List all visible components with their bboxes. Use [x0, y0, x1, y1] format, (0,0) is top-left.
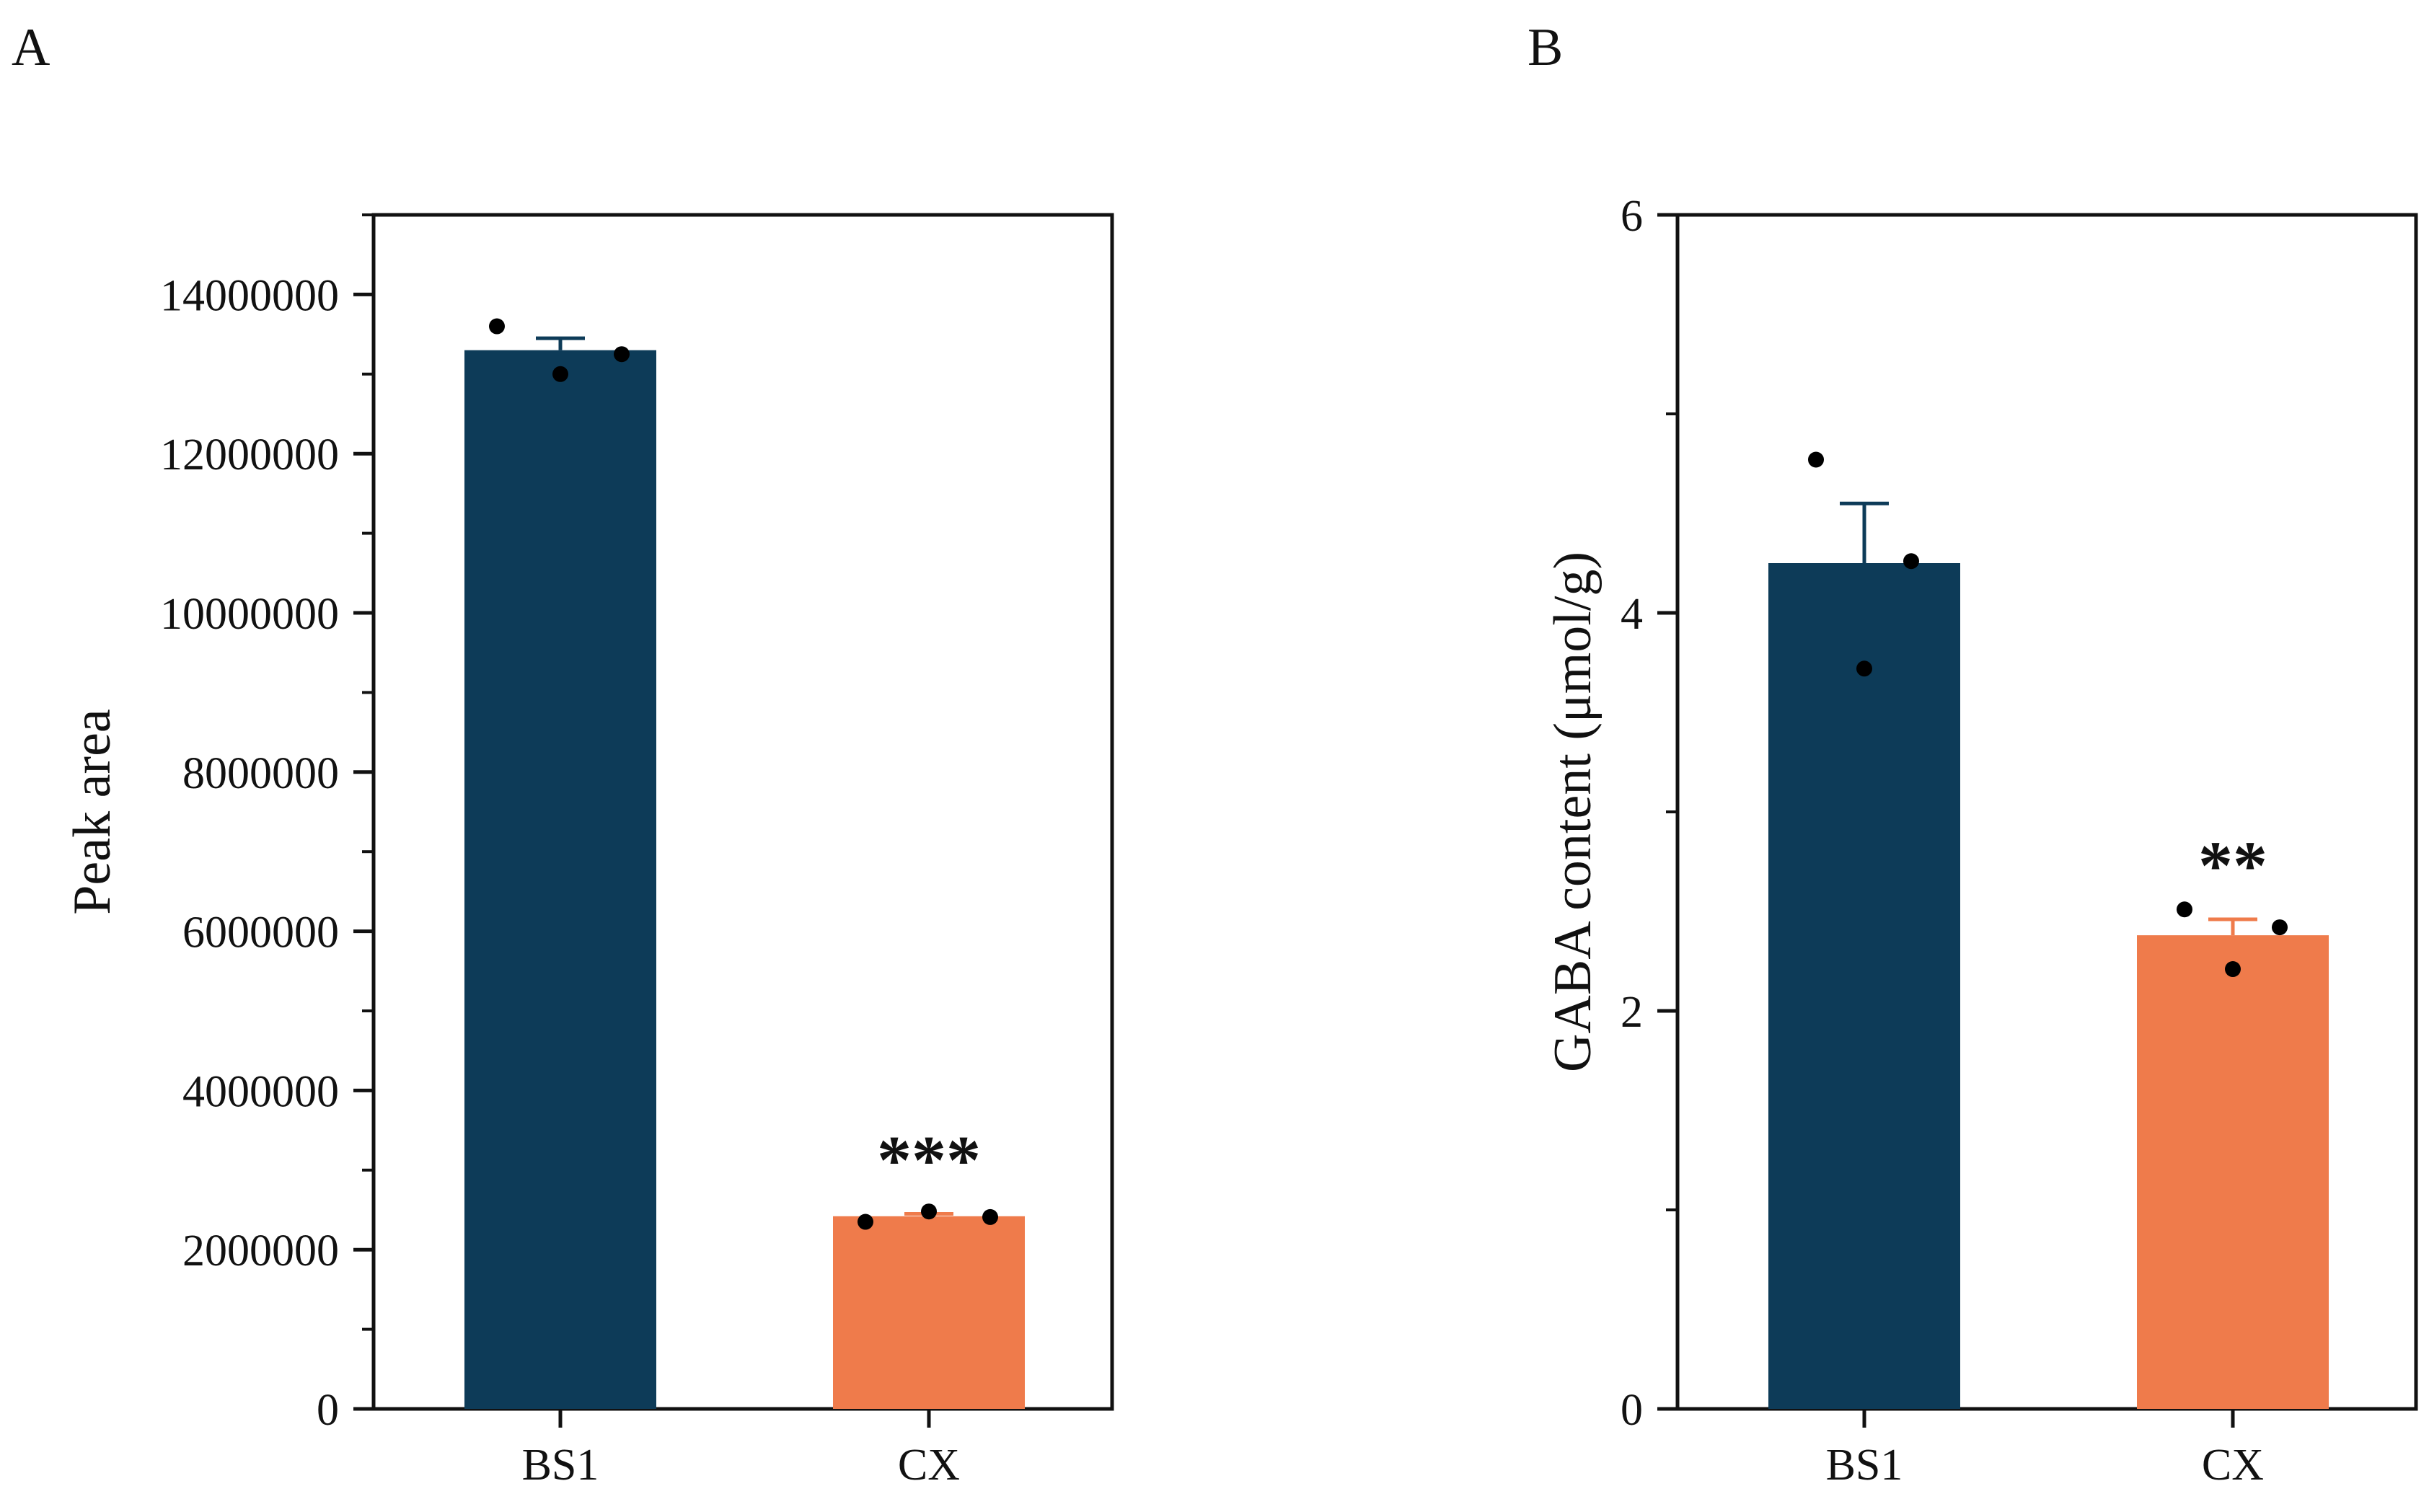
x-tick-label-cx: CX	[898, 1441, 960, 1490]
data-point	[552, 366, 568, 382]
panel-a-minor-ticks	[362, 213, 374, 1331]
panel-b-y-axis-title: GABA content (μmol/g)	[1543, 552, 1603, 1072]
panel-b-minor-ticks	[1666, 412, 1678, 1211]
y-tick-label: 6	[1621, 192, 1643, 241]
panel-a-y-ticks: 0 2000000 4000000 6000000 8000000 10000000 120…	[160, 271, 374, 1435]
y-tick-label: 4000000	[182, 1067, 339, 1116]
bar-cx	[833, 1216, 1025, 1409]
panel-b-x-ticks: BS1 CX	[1826, 1409, 2264, 1490]
y-tick-label: 6000000	[182, 908, 339, 958]
y-tick-label: 2	[1621, 988, 1643, 1037]
data-point	[2225, 961, 2241, 978]
data-point	[2177, 901, 2192, 918]
y-tick-label: 12000000	[160, 430, 339, 479]
data-point	[921, 1203, 937, 1220]
significance-label: **	[2198, 827, 2267, 904]
y-tick-label: 14000000	[160, 271, 339, 320]
panel-b: B 0 2 4 6 ** BS1 CX GABA content (μmol/g)	[1528, 18, 2418, 1490]
bar-bs1	[1768, 563, 1960, 1409]
data-point	[489, 318, 505, 335]
data-point	[1903, 553, 1919, 570]
data-point	[614, 346, 630, 363]
data-point	[2272, 919, 2288, 936]
panel-a-y-axis-title: Peak area	[63, 709, 122, 915]
data-point	[858, 1213, 873, 1230]
data-point	[982, 1208, 998, 1225]
x-tick-label-bs1: BS1	[522, 1441, 599, 1490]
panel-a-letter: A	[12, 18, 50, 77]
panel-b-error-bars	[1840, 501, 2257, 936]
panel-a-plot-frame	[371, 213, 1114, 1411]
panel-a-x-ticks: BS1 CX	[522, 1409, 960, 1490]
bar-bs1	[464, 350, 656, 1410]
panel-b-bars	[1768, 563, 2329, 1409]
y-tick-label: 0	[1621, 1386, 1643, 1435]
panel-b-points: **	[1808, 451, 2288, 978]
data-point	[1808, 451, 1824, 468]
y-tick-label: 8000000	[182, 749, 339, 798]
panel-a-bars	[464, 350, 1025, 1410]
x-tick-label-cx: CX	[2202, 1441, 2264, 1490]
panel-a-points: ***	[489, 318, 998, 1230]
x-tick-label-bs1: BS1	[1826, 1441, 1903, 1490]
data-point	[1856, 660, 1872, 677]
y-tick-label: 2000000	[182, 1226, 339, 1276]
panel-b-letter: B	[1528, 18, 1563, 77]
panel-b-y-ticks: 0 2 4 6	[1621, 192, 1678, 1435]
bar-cx	[2137, 935, 2329, 1409]
y-tick-label: 0	[317, 1386, 339, 1435]
y-tick-label: 4	[1621, 590, 1643, 639]
significance-label: ***	[877, 1122, 981, 1199]
panel-a: A 0 2000000 4000000 6000000 8000000 10000000 1…	[12, 18, 1114, 1490]
y-tick-label: 10000000	[160, 590, 339, 639]
